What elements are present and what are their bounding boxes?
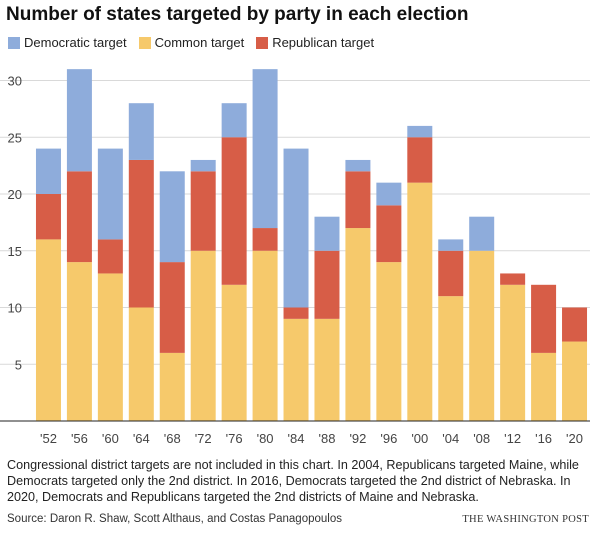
bar-common-target-96: [376, 262, 402, 421]
legend-swatch-republican: [256, 36, 269, 49]
legend-item-democratic: Democratic target: [8, 35, 127, 50]
bar-republican-target-76: [221, 137, 247, 285]
bar-democratic-target-96: [376, 182, 402, 206]
legend: Democratic target Common target Republic…: [8, 35, 374, 50]
bar-republican-target-96: [376, 205, 402, 263]
x-tick-label-00: '00: [411, 431, 428, 446]
bar-republican-target-80: [252, 228, 278, 251]
bar-republican-target-16: [531, 284, 557, 353]
x-tick-label-76: '76: [226, 431, 243, 446]
bar-common-target-72: [190, 250, 216, 421]
bar-republican-target-56: [66, 171, 92, 263]
x-tick-label-52: '52: [40, 431, 57, 446]
bar-democratic-target-00: [407, 125, 433, 138]
legend-label-common: Common target: [154, 35, 245, 50]
bar-republican-target-00: [407, 137, 433, 183]
x-tick-label-08: '08: [473, 431, 490, 446]
bar-republican-target-20: [562, 307, 588, 342]
bar-common-target-56: [66, 262, 92, 421]
y-tick-label-10: 10: [8, 301, 22, 316]
publisher-credit: THE WASHINGTON POST: [462, 514, 589, 525]
bar-democratic-target-08: [469, 216, 495, 251]
bar-common-target-20: [562, 341, 588, 421]
bar-democratic-target-80: [252, 69, 278, 229]
bar-democratic-target-88: [314, 216, 340, 251]
bar-democratic-target-68: [159, 171, 185, 263]
x-tick-label-84: '84: [288, 431, 305, 446]
legend-swatch-common: [138, 36, 151, 49]
bar-democratic-target-72: [190, 159, 216, 172]
bar-republican-target-52: [35, 194, 61, 240]
chart-note: Congressional district targets are not i…: [7, 458, 579, 504]
bar-common-target-60: [97, 273, 123, 421]
bar-common-target-16: [531, 352, 557, 421]
legend-label-democratic: Democratic target: [24, 35, 127, 50]
bar-common-target-00: [407, 182, 433, 421]
bar-democratic-target-76: [221, 103, 247, 138]
bar-common-target-52: [35, 239, 61, 421]
bar-common-target-84: [283, 318, 309, 421]
bar-democratic-target-64: [128, 103, 154, 160]
bar-common-target-80: [252, 250, 278, 421]
bar-democratic-target-52: [35, 148, 61, 194]
y-tick-label-5: 5: [15, 357, 22, 372]
bar-democratic-target-56: [66, 69, 92, 172]
bar-republican-target-04: [438, 250, 464, 297]
x-tick-label-72: '72: [195, 431, 212, 446]
bar-democratic-target-92: [345, 159, 371, 172]
x-tick-label-04: '04: [442, 431, 459, 446]
x-tick-label-12: '12: [504, 431, 521, 446]
bar-democratic-target-60: [97, 148, 123, 240]
stacked-bar-chart: 5 10 15 20 25 30 '52 '56 '60 '64 '68 '72 '76 '80 '84 '8…: [0, 69, 590, 446]
legend-swatch-democratic: [8, 36, 20, 49]
bar-common-target-76: [221, 284, 247, 421]
bar-common-target-08: [469, 250, 495, 421]
x-tick-label-96: '96: [380, 431, 397, 446]
bar-republican-target-68: [159, 262, 185, 353]
bar-republican-target-60: [97, 239, 123, 274]
x-tick-label-20: '20: [566, 431, 583, 446]
bar-common-target-68: [159, 352, 185, 421]
x-tick-label-80: '80: [257, 431, 274, 446]
bar-democratic-target-04: [438, 239, 464, 251]
bar-common-target-12: [500, 284, 526, 421]
bar-republican-target-12: [500, 273, 526, 285]
x-tick-label-16: '16: [535, 431, 552, 446]
x-tick-label-88: '88: [318, 431, 335, 446]
x-tick-label-68: '68: [164, 431, 181, 446]
bar-democratic-target-84: [283, 148, 309, 308]
bar-common-target-88: [314, 318, 340, 421]
chart-title: Number of states targeted by party in ea…: [6, 4, 469, 25]
bar-common-target-92: [345, 228, 371, 421]
x-tick-label-64: '64: [133, 431, 150, 446]
y-tick-label-15: 15: [8, 244, 22, 259]
bar-common-target-04: [438, 296, 464, 421]
x-tick-label-92: '92: [349, 431, 366, 446]
legend-item-republican: Republican target: [256, 35, 374, 50]
y-tick-label-25: 25: [8, 130, 22, 145]
source-line: Source: Daron R. Shaw, Scott Althaus, an…: [7, 513, 342, 525]
legend-item-common: Common target: [138, 35, 245, 50]
y-tick-label-20: 20: [8, 187, 22, 202]
legend-label-republican: Republican target: [272, 35, 375, 50]
bar-republican-target-88: [314, 250, 340, 319]
y-tick-label-30: 30: [8, 74, 22, 89]
bar-republican-target-84: [283, 307, 309, 319]
bar-republican-target-92: [345, 171, 371, 229]
bar-common-target-64: [128, 307, 154, 421]
bar-republican-target-64: [128, 159, 154, 308]
bar-republican-target-72: [190, 171, 216, 251]
x-tick-label-60: '60: [102, 431, 119, 446]
x-tick-label-56: '56: [71, 431, 88, 446]
